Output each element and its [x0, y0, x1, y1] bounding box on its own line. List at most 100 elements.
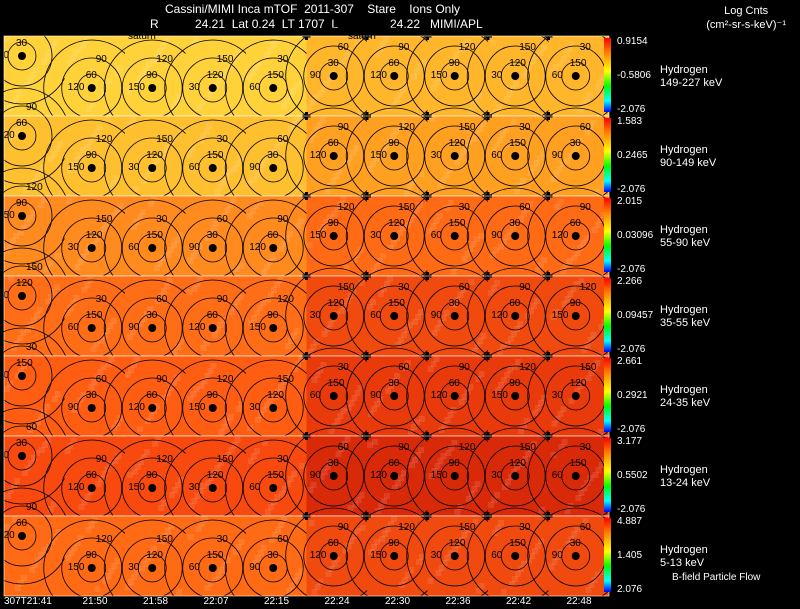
- pixel: [477, 126, 484, 132]
- pixel: [203, 340, 210, 346]
- pixel: [164, 283, 170, 289]
- contour-label: 150: [310, 230, 327, 241]
- pixel: [590, 332, 597, 338]
- contour: [527, 507, 625, 605]
- pixel: [567, 153, 574, 159]
- contour-label: 150: [189, 402, 206, 413]
- contour-label: 120: [509, 458, 526, 469]
- saturn-dot: [329, 152, 338, 160]
- pixel: [73, 157, 80, 163]
- pixel: [370, 161, 376, 167]
- pixel: [69, 55, 76, 61]
- pixel: [265, 297, 271, 303]
- pixel: [14, 128, 20, 134]
- pixel: [395, 342, 401, 348]
- pixel: [89, 101, 96, 107]
- pixel: [292, 366, 298, 372]
- pixel: [127, 122, 133, 128]
- saturn-dot: [571, 552, 580, 560]
- pixel: [358, 492, 365, 498]
- pixel: [34, 174, 40, 180]
- pixel: [476, 93, 483, 99]
- panel-r1-c9: 30 60 90: [527, 107, 625, 205]
- pixel: [384, 493, 390, 499]
- pixel: [98, 476, 105, 482]
- pixel: [447, 550, 454, 556]
- contour-label: 120: [96, 534, 113, 545]
- pixel: [528, 308, 534, 314]
- contour-label: 60: [96, 374, 108, 385]
- contour-label: 150: [328, 378, 345, 389]
- panel-r1-c8: 150 30 60: [466, 107, 564, 205]
- panel-bg: [4, 516, 65, 596]
- panel-r3-c4: 90 120 150: [224, 276, 322, 377]
- pixel: [429, 116, 436, 122]
- pixel: [55, 391, 61, 397]
- header-instrument: 24.22 MIMI/APL: [390, 17, 483, 31]
- pixel: [217, 460, 224, 466]
- contour-label: 60: [338, 442, 350, 453]
- pixel: [108, 356, 115, 362]
- contour: [500, 221, 530, 251]
- contour-label: 30: [449, 298, 461, 309]
- pixel: [503, 127, 509, 133]
- pixel: [411, 74, 417, 80]
- pixel: [70, 438, 77, 444]
- pixel: [21, 363, 27, 369]
- pixel: [200, 345, 207, 351]
- contour: [484, 125, 546, 187]
- contour-label: 150: [16, 358, 33, 369]
- contour-label: 90: [128, 322, 140, 333]
- contour-label: 120: [146, 550, 163, 561]
- contour: [440, 141, 470, 171]
- pixel: [294, 116, 300, 122]
- pixel: [461, 394, 468, 400]
- contour-label: 60: [26, 22, 38, 33]
- pixel: [127, 472, 133, 478]
- pixel: [530, 58, 536, 64]
- contour-label: 60: [249, 82, 261, 93]
- pixel: [347, 155, 354, 161]
- pixel: [355, 497, 362, 503]
- contour-label: 90: [570, 298, 582, 309]
- pixel: [160, 43, 166, 49]
- pixel: [511, 331, 517, 337]
- pixel: [110, 318, 117, 324]
- contour-label: 150: [509, 538, 526, 549]
- contour-label: 30: [16, 38, 28, 49]
- pixel: [314, 372, 321, 378]
- contour-label: 150: [146, 230, 163, 241]
- pixel: [518, 428, 524, 434]
- row-label-2: Hydrogen 55-90 keV: [660, 224, 710, 250]
- panel-r5-c6: 60 90 120: [345, 427, 443, 525]
- contour-label: 90: [146, 70, 158, 81]
- pixel: [157, 48, 163, 54]
- pixel: [212, 577, 219, 583]
- pixel: [191, 498, 198, 504]
- pixel: [215, 572, 222, 578]
- pixel: [128, 367, 134, 373]
- time-tick: 22:15: [264, 596, 290, 607]
- pixel: [49, 539, 55, 545]
- contour-label: 30: [519, 522, 531, 533]
- pixel: [32, 424, 38, 430]
- pixel: [97, 369, 104, 375]
- pixel: [440, 177, 447, 183]
- pixel: [457, 292, 464, 298]
- pixel: [557, 199, 564, 205]
- pixel: [351, 395, 358, 401]
- contour-label: 60: [267, 230, 279, 241]
- colorbar-value-min: 2.076: [617, 584, 643, 595]
- pixel: [146, 61, 152, 67]
- pixel: [55, 253, 61, 259]
- contour-label: 120: [0, 530, 15, 541]
- pixel: [446, 167, 453, 173]
- pixel: [306, 242, 313, 248]
- pixel: [398, 475, 404, 481]
- pixel: [309, 99, 316, 105]
- saturn-dot: [208, 244, 217, 252]
- pixel: [207, 92, 214, 98]
- pixel: [134, 357, 140, 363]
- contour-label: 60: [189, 162, 201, 173]
- colorbar-value-mid: 0.5502: [617, 470, 648, 481]
